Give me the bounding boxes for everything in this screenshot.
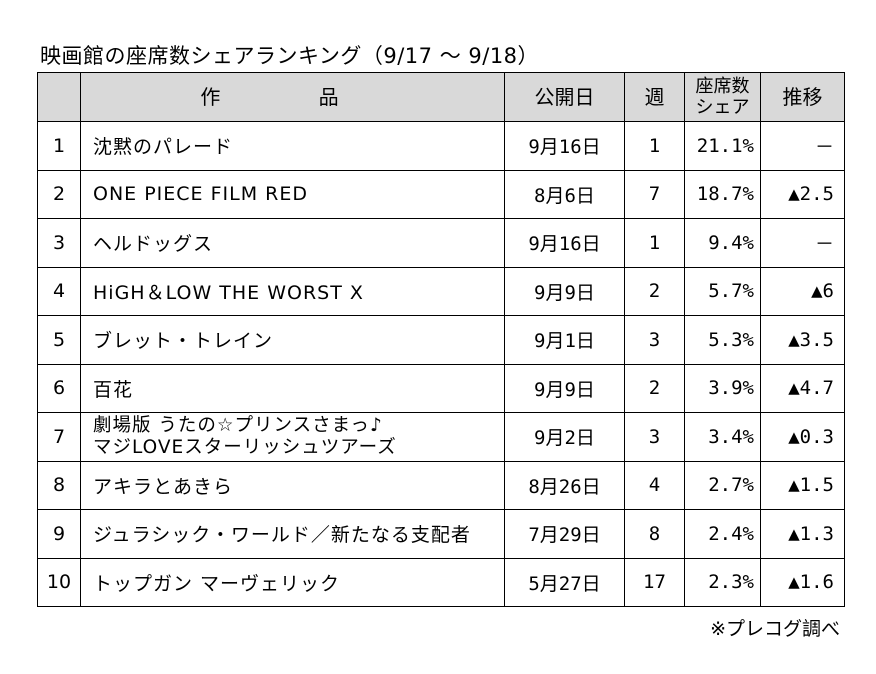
share-cell: 21.1%: [684, 121, 761, 171]
source-note: ※プレコグ調べ: [710, 618, 840, 640]
release-date-cell: 9月16日: [504, 121, 625, 171]
week-cell: 1: [624, 121, 685, 171]
table-row: 9 ジュラシック・ワールド／新たなる支配者 7月29日 8 2.4% ▲1.3: [37, 509, 845, 559]
rank-cell: 1: [37, 121, 81, 171]
rank-cell: 6: [37, 363, 81, 413]
release-date-cell: 7月29日: [504, 509, 625, 559]
week-cell: 2: [624, 363, 685, 413]
trend-cell: ▲1.3: [760, 509, 845, 559]
release-date-cell: 9月1日: [504, 315, 625, 365]
release-date-cell: 8月26日: [504, 460, 625, 510]
release-date-cell: 9月9日: [504, 363, 625, 413]
week-cell: 17: [624, 557, 685, 607]
rank-cell: 3: [37, 218, 81, 268]
header-trend: 推移: [760, 72, 845, 122]
title-cell: ブレット・トレイン: [80, 315, 505, 365]
rank-cell: 7: [37, 412, 81, 462]
trend-cell: ▲6: [760, 266, 845, 316]
share-cell: 2.4%: [684, 509, 761, 559]
table-row: 2 ONE PIECE FILM RED 8月6日 7 18.7% ▲2.5: [37, 169, 845, 219]
header-title-label: 作 品: [200, 84, 385, 109]
title-cell: アキラとあきら: [80, 460, 505, 510]
release-date-cell: 5月27日: [504, 557, 625, 607]
table-row: 5 ブレット・トレイン 9月1日 3 5.3% ▲3.5: [37, 315, 845, 365]
rank-cell: 8: [37, 460, 81, 510]
trend-cell: ▲0.3: [760, 412, 845, 462]
table-row: 4 HiGH＆LOW THE WORST X 9月9日 2 5.7% ▲6: [37, 266, 845, 316]
title-cell: 劇場版 うたの☆プリンスさまっ♪ マジLOVEスターリッシュツアーズ: [80, 412, 505, 462]
week-cell: 4: [624, 460, 685, 510]
share-cell: 3.4%: [684, 412, 761, 462]
table-row: 7 劇場版 うたの☆プリンスさまっ♪ マジLOVEスターリッシュツアーズ 9月2日 3 3…: [37, 412, 845, 462]
title-line: 劇場版 うたの☆プリンスさまっ♪: [93, 414, 383, 436]
header-week: 週: [624, 72, 685, 122]
table-row: 8 アキラとあきら 8月26日 4 2.7% ▲1.5: [37, 460, 845, 510]
share-cell: 18.7%: [684, 169, 761, 219]
title-cell: 沈黙のパレード: [80, 121, 505, 171]
header-share-label: 座席数 シェア: [695, 76, 750, 118]
trend-cell: ▲4.7: [760, 363, 845, 413]
ranking-table: 作 品 公開日 週 座席数 シェア 推移 1 沈黙のパレード 9月16日 1 21.1% －…: [37, 72, 845, 607]
share-cell: 5.7%: [684, 266, 761, 316]
title-cell: ジュラシック・ワールド／新たなる支配者: [80, 509, 505, 559]
title-line: マジLOVEスターリッシュツアーズ: [93, 436, 397, 458]
header-title: 作 品: [80, 72, 505, 122]
title-cell: HiGH＆LOW THE WORST X: [80, 266, 505, 316]
release-date-cell: 8月6日: [504, 169, 625, 219]
week-cell: 2: [624, 266, 685, 316]
page-title: 映画館の座席数シェアランキング（9/17 ～ 9/18）: [40, 44, 540, 68]
share-cell: 2.7%: [684, 460, 761, 510]
week-cell: 8: [624, 509, 685, 559]
week-cell: 1: [624, 218, 685, 268]
release-date-cell: 9月9日: [504, 266, 625, 316]
table-row: 10 トップガン マーヴェリック 5月27日 17 2.3% ▲1.6: [37, 557, 845, 607]
trend-cell: ▲1.5: [760, 460, 845, 510]
share-cell: 3.9%: [684, 363, 761, 413]
trend-cell: ▲3.5: [760, 315, 845, 365]
trend-cell: ▲2.5: [760, 169, 845, 219]
rank-cell: 10: [37, 557, 81, 607]
week-cell: 3: [624, 412, 685, 462]
title-cell: ヘルドッグス: [80, 218, 505, 268]
header-rank: [37, 72, 81, 122]
rank-cell: 2: [37, 169, 81, 219]
header-share: 座席数 シェア: [684, 72, 761, 122]
share-cell: 2.3%: [684, 557, 761, 607]
rank-cell: 5: [37, 315, 81, 365]
table-row: 3 ヘルドッグス 9月16日 1 9.4% －: [37, 218, 845, 268]
title-cell: ONE PIECE FILM RED: [80, 169, 505, 219]
table-header-row: 作 品 公開日 週 座席数 シェア 推移: [37, 72, 845, 122]
release-date-cell: 9月2日: [504, 412, 625, 462]
share-cell: 5.3%: [684, 315, 761, 365]
week-cell: 3: [624, 315, 685, 365]
trend-cell: －: [760, 218, 845, 268]
rank-cell: 9: [37, 509, 81, 559]
release-date-cell: 9月16日: [504, 218, 625, 268]
week-cell: 7: [624, 169, 685, 219]
header-release: 公開日: [504, 72, 625, 122]
trend-cell: －: [760, 121, 845, 171]
share-cell: 9.4%: [684, 218, 761, 268]
rank-cell: 4: [37, 266, 81, 316]
table-row: 6 百花 9月9日 2 3.9% ▲4.7: [37, 363, 845, 413]
title-cell: トップガン マーヴェリック: [80, 557, 505, 607]
trend-cell: ▲1.6: [760, 557, 845, 607]
table-row: 1 沈黙のパレード 9月16日 1 21.1% －: [37, 121, 845, 171]
title-cell: 百花: [80, 363, 505, 413]
